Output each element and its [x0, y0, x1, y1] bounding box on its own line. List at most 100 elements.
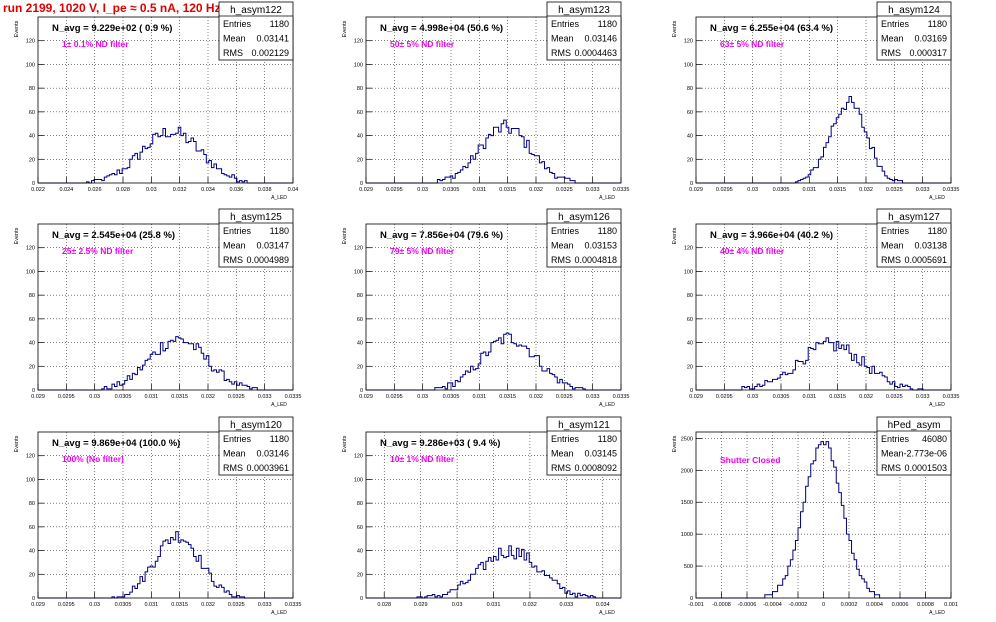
y-tick-label: 60	[687, 317, 693, 323]
stat-value-entries: 1180	[928, 226, 947, 236]
y-tick-label: 120	[26, 39, 35, 45]
stat-value-entries: 1180	[270, 19, 289, 29]
stat-value-rms: 0.0005691	[904, 255, 947, 265]
x-tick-label: 0.032	[201, 602, 215, 608]
run-title: run 2199, 1020 V, I_pe ≈ 0.5 nA, 120 Hz	[3, 1, 221, 15]
y-tick-label: 0	[32, 388, 35, 394]
y-tick-label: 60	[29, 317, 35, 323]
stat-value-mean: 0.03141	[256, 34, 289, 44]
histogram-panel-h_asym120: 0 20 40 60 80 100 120 0.029 0.0295 0.03 0.0305 0.03…	[14, 416, 301, 616]
x-axis-label: A_LED	[599, 195, 615, 201]
histogram-series	[696, 337, 951, 391]
histogram-series	[696, 95, 951, 184]
y-tick-label: 1500	[681, 500, 693, 506]
x-tick-label: 0.0335	[943, 394, 960, 400]
stat-label-rms: RMS	[223, 255, 243, 265]
stat-label-rms: RMS	[223, 463, 243, 473]
stat-value-entries: 1180	[270, 434, 289, 444]
stat-value-entries: 1180	[598, 19, 617, 29]
x-tick-label: 0.0004	[866, 602, 883, 608]
x-tick-label: 0.029	[31, 602, 45, 608]
stat-label-rms: RMS	[551, 48, 571, 58]
filter-note: 50± 5% ND filter	[390, 39, 455, 49]
x-tick-label: 0.029	[689, 187, 703, 193]
filter-note: 63± 5% ND filter	[720, 39, 785, 49]
x-tick-label: 0.031	[472, 394, 486, 400]
y-tick-label: 0	[690, 388, 693, 394]
x-axis-label: A_LED	[271, 610, 287, 616]
x-tick-label: 0.032	[529, 187, 543, 193]
x-tick-label: 0.03	[89, 602, 100, 608]
y-tick-label: 0	[360, 596, 363, 602]
y-tick-label: 0	[690, 596, 693, 602]
x-tick-label: 0.0335	[613, 187, 630, 193]
stats-box-frame	[876, 1, 952, 61]
stat-value-mean: 0.03169	[914, 34, 947, 44]
y-tick-label: 100	[26, 62, 35, 68]
x-tick-label: 0.03	[747, 394, 758, 400]
y-tick-label: 40	[357, 549, 363, 555]
filter-note: Shutter Closed	[720, 455, 780, 465]
y-tick-label: 40	[29, 549, 35, 555]
y-tick-label: 20	[29, 157, 35, 163]
stat-label-entries: Entries	[881, 434, 910, 444]
navg-label: N_avg = 3.966e+04 (40.2 %)	[710, 230, 833, 241]
y-tick-label: 80	[357, 86, 363, 92]
stat-value-rms: 0.0001503	[904, 463, 947, 473]
y-tick-label: 120	[26, 454, 35, 460]
histogram-panel-h_asym122: 0 20 40 60 80 100 120 0.022 0.024 0.026 0.028 0.03 0…	[14, 1, 298, 201]
stat-value-rms: 0.0004989	[246, 255, 289, 265]
plot-frame	[37, 223, 294, 391]
stats-box-frame	[546, 1, 622, 61]
x-tick-label: 0.031	[144, 602, 158, 608]
stats-box: h_asym125 Entries 1180 Mean 0.03147 RMS 0.0004…	[218, 208, 294, 268]
histogram-panel-h_asym126: 0 20 40 60 80 100 120 0.029 0.0295 0.03 0.0305 0.03…	[342, 208, 629, 408]
y-tick-label: 120	[354, 39, 363, 45]
x-axis-label: A_LED	[271, 402, 287, 408]
y-tick-label: 80	[29, 86, 35, 92]
y-axis-label: Events	[672, 435, 678, 452]
x-tick-label: 0.03	[452, 602, 463, 608]
stat-label-mean: Mean	[881, 34, 904, 44]
stat-value-mean: 0.03145	[584, 449, 617, 459]
histogram-series	[38, 336, 293, 391]
y-tick-label: 20	[687, 157, 693, 163]
stat-label-entries: Entries	[881, 19, 910, 29]
stat-value-rms: 0.000317	[909, 48, 947, 58]
stat-label-rms: RMS	[223, 48, 243, 58]
stats-box: h_asym124 Entries 1180 Mean 0.03169 RMS 0.0003…	[876, 1, 952, 61]
x-tick-label: 0.033	[258, 394, 272, 400]
y-tick-label: 100	[684, 269, 693, 275]
histogram-name: h_asym125	[230, 212, 282, 223]
x-tick-label: 0.029	[359, 187, 373, 193]
y-tick-label: 0	[360, 181, 363, 187]
y-tick-label: 80	[29, 293, 35, 299]
filter-note: 1± 0.1% ND filter	[62, 39, 129, 49]
plot-frame	[365, 16, 622, 184]
y-tick-label: 40	[29, 134, 35, 140]
x-tick-label: 0.0315	[171, 394, 188, 400]
stats-box: h_asym121 Entries 1180 Mean 0.03145 RMS 0.0008…	[546, 416, 622, 476]
y-tick-label: 120	[26, 246, 35, 252]
stat-value-mean: 0.03138	[914, 241, 947, 251]
x-tick-label: 0.034	[596, 602, 610, 608]
stat-value-mean: 0.03153	[584, 241, 617, 251]
y-tick-label: 80	[687, 293, 693, 299]
x-tick-label: 0.033	[916, 394, 930, 400]
x-tick-label: 0.0295	[58, 602, 75, 608]
stats-box-frame	[876, 416, 952, 476]
stats-box-frame	[546, 416, 622, 476]
stat-label-mean: Mean	[881, 449, 904, 459]
stat-label-entries: Entries	[223, 226, 252, 236]
x-tick-label: 0.028	[377, 602, 391, 608]
stat-value-rms: 0.0004463	[574, 48, 617, 58]
x-axis-label: A_LED	[929, 402, 945, 408]
navg-label: N_avg = 2.545e+04 (25.8 %)	[52, 230, 175, 241]
x-tick-label: 0.032	[201, 394, 215, 400]
stats-box-frame	[876, 208, 952, 268]
stat-value-rms: 0.0003961	[246, 463, 289, 473]
x-tick-label: 0.034	[201, 187, 215, 193]
y-axis-label: Events	[672, 20, 678, 37]
y-tick-label: 60	[29, 525, 35, 531]
filter-note: 100% (No filter)	[62, 454, 124, 464]
